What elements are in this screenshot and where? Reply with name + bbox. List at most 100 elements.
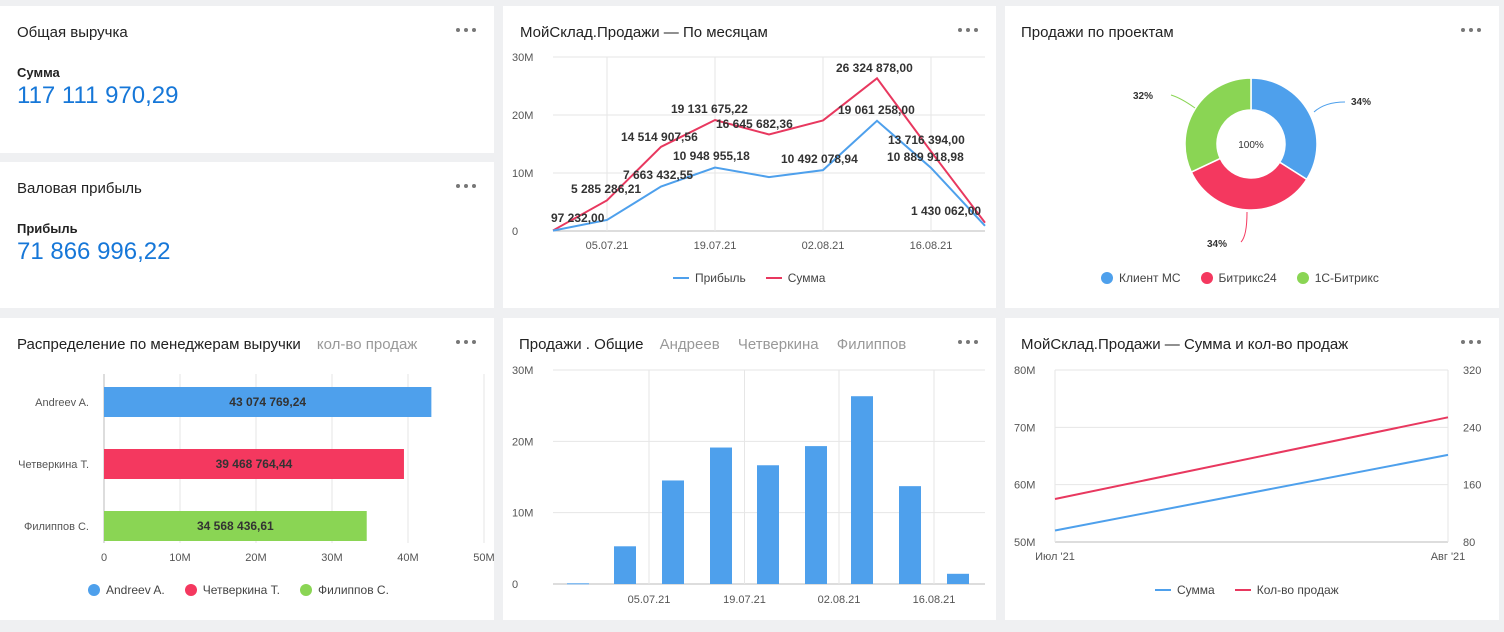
kpi-revenue-card: Общая выручка Сумма 117 111 970,29 [0, 6, 494, 153]
data-label: 26 324 878,00 [836, 61, 913, 75]
bar [104, 511, 367, 541]
series-line-sum [1054, 453, 1449, 532]
card-title: МойСклад.Продажи — По месяцам [520, 24, 768, 41]
data-label: 10 492 078,94 [781, 152, 858, 166]
kpi-value: 71 866 996,22 [17, 238, 171, 265]
more-menu-icon[interactable] [958, 25, 978, 35]
legend-item-sum[interactable]: Сумма [765, 271, 825, 285]
legend-item-bitrix24[interactable]: Битрикс24 [1200, 271, 1277, 285]
y-tick-label: 30M [512, 365, 533, 377]
y-tick-label: Четверкина Т. [18, 459, 89, 471]
legend-item-count[interactable]: Кол-во продаж [1234, 583, 1339, 597]
card-title: Общая выручка [17, 24, 128, 41]
data-label: 19 061 258,00 [838, 103, 915, 117]
bar [104, 449, 404, 479]
x-tick-label: Авг '21 [1431, 551, 1466, 563]
x-tick-label: 02.08.21 [818, 594, 861, 606]
x-tick-label: 10M [169, 552, 190, 564]
projects-donut-card: Продажи по проектам 100% 34% 34% 32% Клиент… [1005, 6, 1499, 308]
y-left-tick-label: 60M [1014, 480, 1035, 492]
chart-legend: Прибыль Сумма [673, 271, 825, 285]
card-title: МойСклад.Продажи — Сумма и кол-во продаж [1021, 336, 1349, 353]
y-tick-label: 0 [512, 226, 518, 238]
legend-label: Andreev A. [106, 583, 165, 597]
card-title-text: Распределение по менеджерам выручки [17, 336, 301, 353]
kpi-value: 117 111 970,29 [17, 82, 179, 109]
series-line-sum [552, 76, 986, 232]
slice-label: 34% [1207, 239, 1227, 250]
label-connector [1313, 101, 1346, 113]
managers-bar-chart: 0 10M 20M 30M 40M 50M Andreev A. 43 074 769,24 Ч… [18, 374, 494, 564]
data-label: 7 663 432,55 [623, 168, 693, 182]
legend-label: Клиент МС [1119, 271, 1181, 285]
legend-item-filippov[interactable]: Филиппов С. [300, 583, 389, 597]
y-left-tick-label: 50M [1014, 537, 1035, 549]
label-connector [1170, 94, 1196, 109]
label-connector [1240, 211, 1248, 243]
tab-filippov[interactable]: Филиппов [836, 336, 907, 353]
y-tick-label: 0 [512, 579, 518, 591]
tab-general[interactable]: Продажи . Общие [519, 336, 644, 353]
bar [662, 480, 684, 584]
y-tick-label: Andreev A. [35, 397, 89, 409]
slice-label: 34% [1351, 97, 1371, 108]
legend-label: Филиппов С. [318, 583, 389, 597]
card-title: Продажи по проектам [1021, 24, 1174, 41]
data-label: 10 948 955,18 [673, 149, 750, 163]
legend-item-chetverkina[interactable]: Четверкина Т. [184, 583, 280, 597]
card-title: Распределение по менеджерам выручки кол-… [17, 336, 417, 353]
more-menu-icon[interactable] [456, 25, 476, 35]
bar [710, 447, 732, 584]
y-right-tick-label: 320 [1463, 365, 1481, 377]
y-left-tick-label: 70M [1014, 422, 1035, 434]
x-tick-label: 05.07.21 [628, 594, 671, 606]
data-label: 19 131 675,22 [671, 102, 748, 116]
y-right-tick-label: 80 [1463, 537, 1475, 549]
combo-chart-card: МойСклад.Продажи — Сумма и кол-во продаж… [1005, 318, 1499, 620]
legend-item-profit[interactable]: Прибыль [673, 271, 746, 285]
bar [805, 446, 827, 584]
x-tick-label: Июл '21 [1035, 551, 1075, 563]
slice-label: 32% [1133, 91, 1153, 102]
donut-slice [1190, 157, 1308, 211]
chart-legend: Andreev A. Четверкина Т. Филиппов С. [88, 583, 389, 597]
data-label: 16 645 682,36 [716, 117, 793, 131]
legend-label: Сумма [1177, 583, 1215, 597]
data-label: 39 468 764,44 [216, 457, 293, 471]
sales-general-bar-chart: 30M 20M 10M 0 05.07.21 19.07.21 02.08.21 16.08.… [512, 365, 985, 606]
bar [899, 486, 921, 584]
x-tick-label: 19.07.21 [694, 240, 737, 252]
tab-chetverkina[interactable]: Четверкина [737, 336, 819, 353]
legend-label: Битрикс24 [1218, 271, 1277, 285]
legend-item-client-ms[interactable]: Клиент МС [1101, 271, 1181, 285]
more-menu-icon[interactable] [1461, 337, 1481, 347]
bar [851, 396, 873, 584]
donut-slice [1184, 77, 1252, 174]
legend-item-1c-bitrix[interactable]: 1С-Битрикс [1296, 271, 1379, 285]
y-tick-label: Филиппов С. [24, 521, 89, 533]
projects-donut-chart: 100% 34% 34% 32% [1133, 77, 1371, 250]
managers-bar-card: Распределение по менеджерам выручки кол-… [0, 318, 494, 620]
monthly-line-chart: 30M 20M 10M 0 05.07.21 19.07.21 02.08.21 16.08.… [512, 52, 986, 252]
legend-label: 1С-Битрикс [1314, 271, 1379, 285]
card-tabs: Продажи . Общие Андреев Четверкина Филип… [519, 336, 920, 353]
legend-item-sum[interactable]: Сумма [1155, 583, 1215, 597]
series-line-profit [552, 119, 986, 232]
x-tick-label: 0 [101, 552, 107, 564]
tab-sales-count[interactable]: кол-во продаж [316, 336, 418, 353]
more-menu-icon[interactable] [456, 337, 476, 347]
legend-label: Прибыль [695, 271, 746, 285]
data-label: 1 430 062,00 [911, 204, 981, 218]
more-menu-icon[interactable] [1461, 25, 1481, 35]
legend-item-andreev[interactable]: Andreev A. [88, 583, 165, 597]
y-tick-label: 20M [512, 436, 533, 448]
tab-andreev[interactable]: Андреев [659, 336, 720, 353]
chart-legend: Клиент МС Битрикс24 1С-Битрикс [1101, 271, 1379, 285]
x-tick-label: 50M [473, 552, 494, 564]
more-menu-icon[interactable] [456, 181, 476, 191]
more-menu-icon[interactable] [958, 337, 978, 347]
kpi-label: Сумма [17, 65, 60, 80]
data-label: 13 716 394,00 [888, 133, 965, 147]
legend-label: Четверкина Т. [202, 583, 280, 597]
data-label: 14 514 907,56 [621, 130, 698, 144]
